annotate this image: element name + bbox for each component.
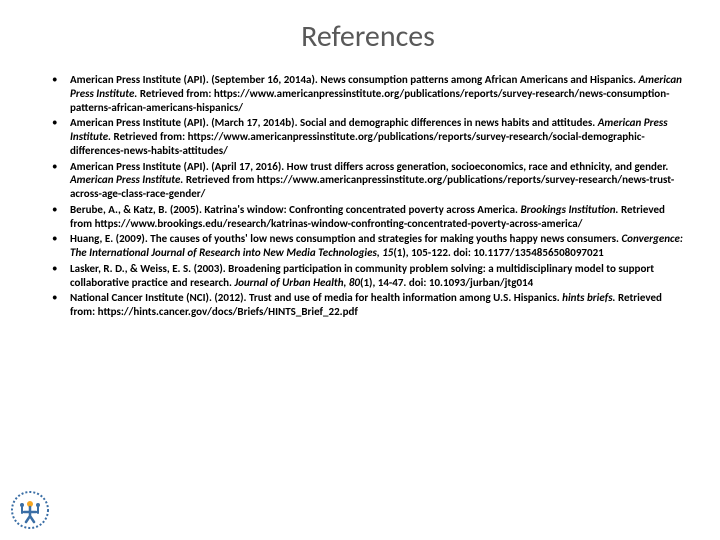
reference-item: Huang, E. (2009). The causes of youths' … [52, 232, 684, 260]
reference-prefix: American Press Institute (API). (Septemb… [70, 73, 638, 86]
reference-prefix: Huang, E. (2009). The causes of youths' … [70, 232, 621, 245]
reference-italic: hints briefs. [562, 291, 618, 304]
reference-item: American Press Institute (API). (April 1… [52, 160, 684, 201]
reference-suffix: (1), 14-47. doi: 10.1093/jurban/jtg014 [360, 276, 533, 289]
reference-prefix: Berube, A., & Katz, B. (2005). Katrina's… [70, 203, 520, 216]
reference-suffix: Retrieved from: https://www.americanpres… [70, 87, 670, 114]
slide: References American Press Institute (API… [0, 0, 720, 540]
reference-prefix: National Cancer Institute (NCI). (2012).… [70, 291, 562, 304]
references-list: American Press Institute (API). (Septemb… [52, 73, 684, 319]
reference-suffix: Retrieved from: https://www.americanpres… [70, 130, 645, 157]
reference-prefix: American Press Institute (API). (March 1… [70, 116, 598, 129]
reference-italic: Brookings Institution. [520, 203, 621, 216]
reference-prefix: American Press Institute (API). (April 1… [70, 160, 668, 173]
reference-italic: American Press Institute. [70, 173, 186, 186]
logo-icon [10, 490, 50, 530]
page-title: References [52, 18, 684, 55]
reference-item: Berube, A., & Katz, B. (2005). Katrina's… [52, 203, 684, 231]
reference-item: American Press Institute (API). (Septemb… [52, 73, 684, 114]
reference-item: American Press Institute (API). (March 1… [52, 116, 684, 157]
reference-suffix: (1), 105-122. doi: 10.1177/1354856508097… [393, 246, 603, 259]
reference-item: Lasker, R. D., & Weiss, E. S. (2003). Br… [52, 262, 684, 290]
reference-item: National Cancer Institute (NCI). (2012).… [52, 291, 684, 319]
reference-italic: Journal of Urban Health, 80 [234, 276, 360, 289]
